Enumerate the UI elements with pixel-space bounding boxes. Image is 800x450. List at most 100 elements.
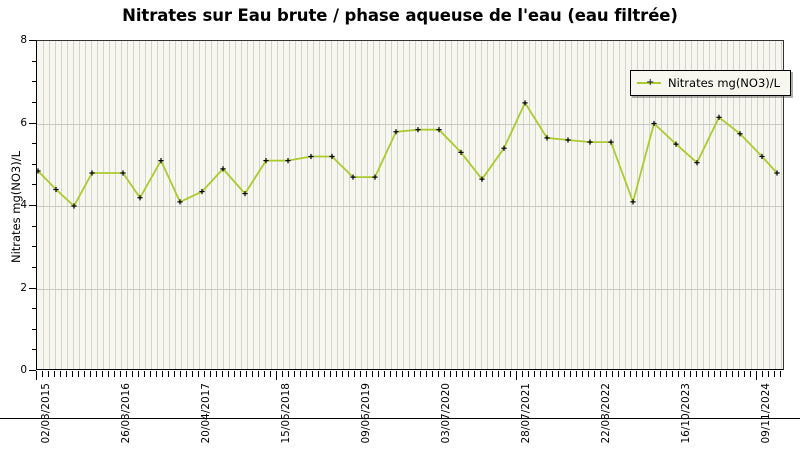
data-point-marker — [716, 114, 722, 120]
gridline-vertical — [79, 41, 80, 369]
x-tick-minor — [234, 371, 235, 377]
gridline-vertical — [175, 41, 176, 369]
x-tick-minor — [312, 371, 313, 377]
gridline-vertical — [391, 41, 392, 369]
vertical-gridlines — [37, 41, 783, 369]
x-tick-minor — [474, 371, 475, 377]
x-tick-minor — [462, 371, 463, 377]
data-point-marker — [158, 158, 164, 164]
x-tick-label: 15/05/2018 — [280, 383, 292, 444]
x-tick-minor — [402, 371, 403, 377]
gridline-vertical — [91, 41, 92, 369]
gridline-vertical — [367, 41, 368, 369]
x-tick-minor — [324, 371, 325, 377]
x-tick-minor — [144, 371, 145, 377]
y-tick-major — [29, 288, 36, 289]
horizontal-gridlines — [37, 41, 783, 369]
data-point-marker — [263, 158, 269, 164]
x-tick-minor — [336, 371, 337, 377]
x-tick-minor — [114, 371, 115, 377]
data-point-marker — [120, 170, 126, 176]
x-tick-minor — [162, 371, 163, 377]
x-tick-minor — [534, 371, 535, 377]
gridline-vertical — [277, 41, 278, 369]
x-tick-label: 22/08/2022 — [600, 383, 612, 444]
x-tick-minor — [222, 371, 223, 377]
x-tick-minor — [576, 371, 577, 377]
chart-title: Nitrates sur Eau brute / phase aqueuse d… — [122, 6, 678, 25]
x-tick-minor — [366, 371, 367, 377]
gridline-vertical — [697, 41, 698, 369]
gridline-vertical — [445, 41, 446, 369]
x-tick-minor — [306, 371, 307, 377]
y-tick-minor — [32, 308, 36, 309]
data-point-marker — [177, 199, 183, 205]
x-tick-minor — [648, 371, 649, 377]
gridline-vertical — [181, 41, 182, 369]
data-point-marker — [479, 176, 485, 182]
gridline-vertical — [133, 41, 134, 369]
x-tick-minor — [660, 371, 661, 377]
gridline-vertical — [337, 41, 338, 369]
x-tick-minor — [522, 371, 523, 377]
data-point-marker — [415, 127, 421, 133]
gridline-vertical — [139, 41, 140, 369]
x-tick-minor — [588, 371, 589, 377]
x-tick-minor — [42, 371, 43, 377]
x-tick-minor — [348, 371, 349, 377]
x-axis: 02/03/2015 26/03/2016 20/04/2017 15/05/2018… — [36, 371, 785, 444]
gridline-vertical — [397, 41, 398, 369]
gridline-vertical — [319, 41, 320, 369]
y-tick-major — [29, 205, 36, 206]
gridline-vertical — [739, 41, 740, 369]
x-tick-minor — [102, 371, 103, 377]
x-tick-major — [756, 371, 757, 380]
gridline-vertical — [541, 41, 542, 369]
gridline-vertical — [259, 41, 260, 369]
gridline-vertical — [469, 41, 470, 369]
y-tick-minor — [32, 184, 36, 185]
data-point-marker — [651, 120, 657, 127]
gridline-vertical — [547, 41, 548, 369]
gridline-vertical — [613, 41, 614, 369]
x-tick-minor — [498, 371, 499, 377]
y-tick-major — [29, 370, 36, 371]
x-tick-minor — [504, 371, 505, 377]
y-tick-label: 2 — [20, 282, 27, 294]
x-tick-minor — [132, 371, 133, 377]
gridline-vertical — [97, 41, 98, 369]
x-tick-minor — [180, 371, 181, 377]
x-tick-minor — [384, 371, 385, 377]
x-tick-minor — [594, 371, 595, 377]
x-tick-minor — [726, 371, 727, 377]
axis-baseline — [0, 418, 800, 419]
x-tick-label: 20/04/2017 — [200, 383, 212, 444]
x-tick-minor — [138, 371, 139, 377]
x-tick-major — [36, 371, 37, 380]
x-tick-minor — [150, 371, 151, 377]
gridline-vertical — [679, 41, 680, 369]
x-tick-minor — [372, 371, 373, 377]
gridline-vertical — [289, 41, 290, 369]
gridline-vertical — [487, 41, 488, 369]
gridline-vertical — [715, 41, 716, 369]
gridline-vertical — [157, 41, 158, 369]
data-point-marker — [759, 153, 765, 160]
gridline-vertical — [709, 41, 710, 369]
x-tick-minor — [168, 371, 169, 377]
x-tick-minor — [90, 371, 91, 377]
x-tick-minor — [642, 371, 643, 377]
gridline-vertical — [265, 41, 266, 369]
gridline-vertical — [325, 41, 326, 369]
gridline-vertical — [661, 41, 662, 369]
gridline-vertical — [481, 41, 482, 369]
gridline-vertical — [187, 41, 188, 369]
data-point-marker — [242, 191, 248, 197]
x-tick-minor — [570, 371, 571, 377]
y-tick-label: 4 — [20, 199, 27, 211]
x-tick-minor — [744, 371, 745, 377]
x-tick-minor — [438, 371, 439, 377]
gridline-vertical — [43, 41, 44, 369]
x-tick-label: 02/03/2015 — [40, 383, 52, 444]
x-tick-minor — [270, 371, 271, 377]
